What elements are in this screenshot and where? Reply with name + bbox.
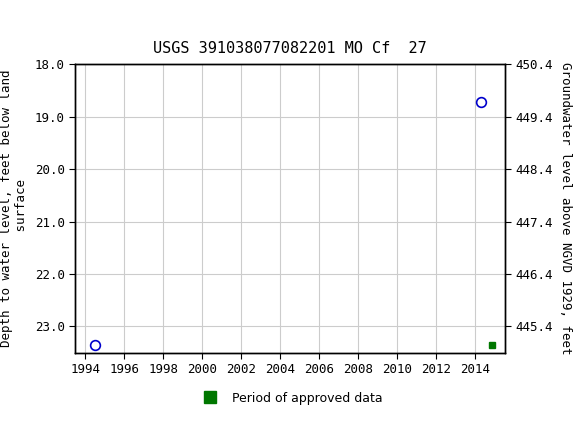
Legend: Period of approved data: Period of approved data <box>192 387 388 410</box>
Y-axis label: Depth to water level, feet below land
 surface: Depth to water level, feet below land su… <box>0 70 28 347</box>
Title: USGS 391038077082201 MO Cf  27: USGS 391038077082201 MO Cf 27 <box>153 41 427 56</box>
Y-axis label: Groundwater level above NGVD 1929, feet: Groundwater level above NGVD 1929, feet <box>560 62 572 355</box>
Text: ≡USGS: ≡USGS <box>17 16 72 34</box>
